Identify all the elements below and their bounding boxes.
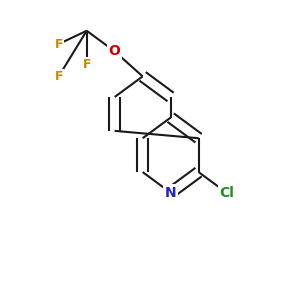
Text: F: F: [82, 58, 91, 71]
Text: O: O: [109, 44, 121, 58]
Text: Cl: Cl: [219, 186, 234, 200]
Text: N: N: [165, 186, 176, 200]
Text: F: F: [55, 38, 63, 50]
Text: F: F: [55, 70, 63, 83]
